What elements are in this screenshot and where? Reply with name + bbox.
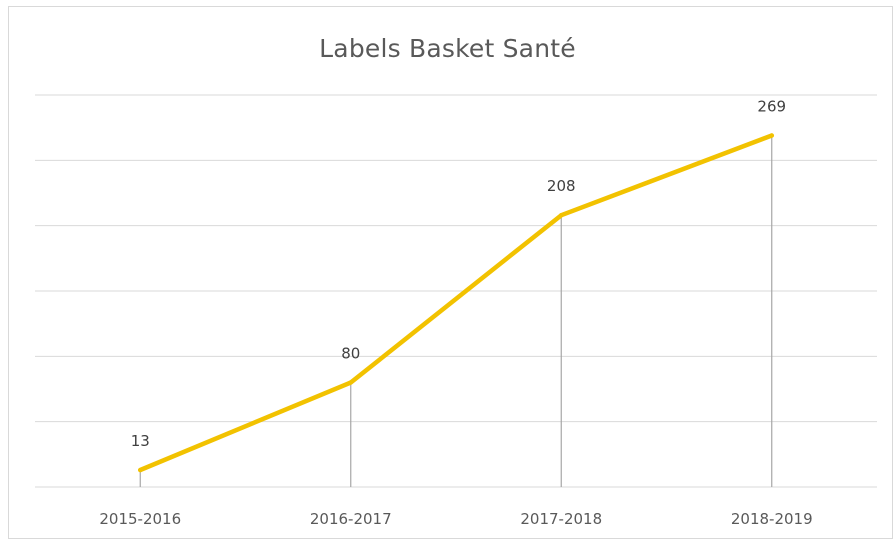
x-tick-label: 2017-2018 (520, 510, 602, 528)
data-point (348, 380, 353, 385)
gridlines (35, 94, 877, 488)
data-labels: 13 80 208 269 (131, 98, 786, 451)
chart-title: Labels Basket Santé (319, 34, 576, 63)
series-line (138, 133, 775, 473)
data-point (769, 133, 774, 138)
data-label: 269 (757, 98, 786, 116)
series-layer (138, 133, 775, 473)
data-label: 80 (341, 344, 360, 362)
drop-lines (139, 135, 773, 487)
x-tick-label: 2016-2017 (310, 510, 392, 528)
data-label: 13 (131, 432, 150, 450)
x-tick-labels: 2015-2016 2016-2017 2017-2018 2018-2019 (99, 510, 812, 528)
data-label: 208 (547, 177, 576, 195)
data-point (559, 213, 564, 218)
x-tick-label: 2015-2016 (99, 510, 181, 528)
data-point (138, 467, 143, 473)
x-tick-label: 2018-2019 (731, 510, 813, 528)
